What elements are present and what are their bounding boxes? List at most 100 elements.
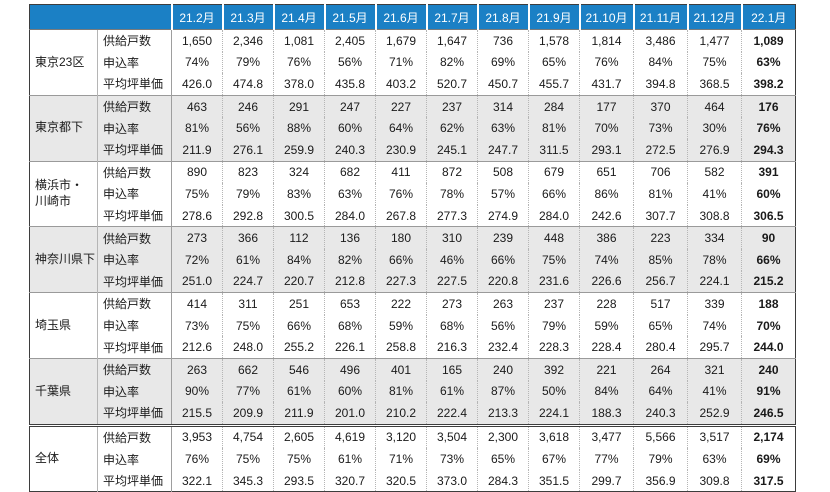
value-cell: 306.5 — [753, 208, 784, 223]
metric-label: 申込率 — [97, 248, 172, 271]
value-cell: 273 — [171, 226, 223, 249]
value-cell: 411 — [375, 160, 427, 184]
value-cell: 455.7 — [528, 73, 580, 96]
value-cell: 188.3 — [579, 402, 634, 426]
value-cell: 57% — [477, 183, 529, 205]
value-cell: 61% — [273, 380, 325, 403]
metric-label: 平均坪単価 — [97, 336, 172, 359]
value-cell: 247.7 — [477, 138, 529, 162]
month-column-header: 21.10月 — [579, 4, 635, 30]
value-cell: 84% — [633, 51, 688, 74]
value-cell: 3,120 — [375, 423, 427, 449]
value-cell: 220.7 — [273, 270, 325, 293]
value-cell: 177 — [579, 94, 634, 118]
value-cell: 398.2 — [753, 76, 784, 91]
value-cell: 76% — [741, 117, 796, 139]
value-cell: 291 — [273, 94, 325, 118]
region-label: 千葉県 — [29, 357, 98, 426]
value-cell: 73% — [171, 314, 223, 337]
value-cell: 75% — [528, 248, 580, 271]
value-cell: 3,486 — [633, 29, 688, 52]
month-column-header: 21.3月 — [222, 4, 275, 30]
value-cell: 582 — [687, 160, 742, 184]
value-cell: 227.3 — [375, 270, 427, 293]
value-cell: 81% — [171, 117, 223, 139]
month-column-header: 21.5月 — [324, 4, 377, 30]
value-cell: 60% — [756, 186, 781, 201]
value-cell: 299.7 — [579, 469, 634, 492]
value-cell: 320.5 — [375, 469, 427, 492]
value-cell: 56% — [222, 117, 274, 139]
region-label: 東京23区 — [29, 29, 98, 96]
value-cell: 463 — [171, 94, 223, 118]
value-cell: 311 — [222, 292, 274, 315]
value-cell: 872 — [426, 160, 478, 184]
value-cell: 66% — [273, 314, 325, 337]
value-cell: 215.2 — [741, 270, 796, 293]
value-cell: 314 — [477, 94, 529, 118]
metric-label: 平均坪単価 — [97, 204, 172, 227]
value-cell: 278.6 — [171, 204, 223, 227]
value-cell: 284.3 — [477, 469, 529, 492]
value-cell: 308.8 — [687, 204, 742, 227]
value-cell: 79% — [222, 183, 274, 205]
value-cell: 63% — [477, 117, 529, 139]
value-cell: 292.8 — [222, 204, 274, 227]
table-row: 申込率 90% 77% 61% 60% 81% 61% 87% 50% 84% 64% 41% 91% — [30, 380, 796, 403]
table-row: 申込率 72% 61% 84% 82% 66% 46% 66% 75% 74% 85% 78% 66% — [30, 248, 796, 271]
value-cell: 227.5 — [426, 270, 478, 293]
value-cell: 272.5 — [633, 138, 688, 162]
value-cell: 88% — [273, 117, 325, 139]
value-cell: 240 — [477, 357, 529, 381]
value-cell: 414 — [171, 292, 223, 315]
value-cell: 3,953 — [171, 423, 223, 449]
value-cell: 91% — [741, 380, 796, 403]
value-cell: 81% — [375, 380, 427, 403]
value-cell: 3,477 — [579, 423, 634, 449]
value-cell: 245.1 — [426, 138, 478, 162]
value-cell: 244.0 — [753, 340, 784, 355]
table-row: 平均坪単価 251.0 224.7 220.7 212.8 227.3 227.5 220.8… — [30, 270, 796, 293]
value-cell: 294.3 — [741, 138, 796, 162]
value-cell: 251.0 — [171, 270, 223, 293]
value-cell: 1,578 — [528, 29, 580, 52]
value-cell: 273 — [426, 292, 478, 315]
value-cell: 211.9 — [273, 402, 325, 426]
value-cell: 321 — [687, 357, 742, 381]
value-cell: 75% — [687, 51, 742, 74]
region-label: 埼玉県 — [29, 292, 98, 359]
value-cell: 216.3 — [426, 336, 478, 359]
value-cell: 56% — [477, 314, 529, 337]
value-cell: 60% — [324, 117, 376, 139]
value-cell: 41% — [687, 183, 742, 205]
value-cell: 212.8 — [324, 270, 376, 293]
value-cell: 240.3 — [324, 138, 376, 162]
value-cell: 82% — [324, 248, 376, 271]
value-cell: 239 — [477, 226, 529, 249]
value-cell: 322.1 — [171, 469, 223, 492]
metric-label: 供給戸数 — [97, 423, 172, 449]
value-cell: 4,754 — [222, 423, 274, 449]
value-cell: 263 — [171, 357, 223, 381]
value-cell: 284.0 — [324, 204, 376, 227]
value-cell: 5,566 — [633, 423, 688, 449]
value-cell: 59% — [375, 314, 427, 337]
value-cell: 66% — [528, 183, 580, 205]
table-row: 平均坪単価 215.5 209.9 211.9 201.0 210.2 222.4 213.3… — [30, 402, 796, 426]
metric-label: 平均坪単価 — [97, 270, 172, 293]
month-column-header: 21.7月 — [426, 4, 479, 30]
value-cell: 1,081 — [273, 29, 325, 52]
value-cell: 401 — [375, 357, 427, 381]
value-cell: 351.5 — [528, 469, 580, 492]
value-cell: 222.4 — [426, 402, 478, 426]
value-cell: 258.8 — [375, 336, 427, 359]
value-cell: 394.8 — [633, 73, 688, 96]
value-cell: 293.5 — [273, 469, 325, 492]
month-column-header: 21.11月 — [633, 4, 689, 30]
table-row: 全体 供給戸数 3,953 4,754 2,605 4,619 3,120 3,504 2,30… — [29, 423, 796, 492]
value-cell: 66% — [741, 248, 796, 271]
value-cell: 66% — [477, 248, 529, 271]
value-cell: 300.5 — [273, 204, 325, 227]
value-cell: 276.9 — [687, 138, 742, 162]
metric-label: 申込率 — [97, 380, 172, 403]
